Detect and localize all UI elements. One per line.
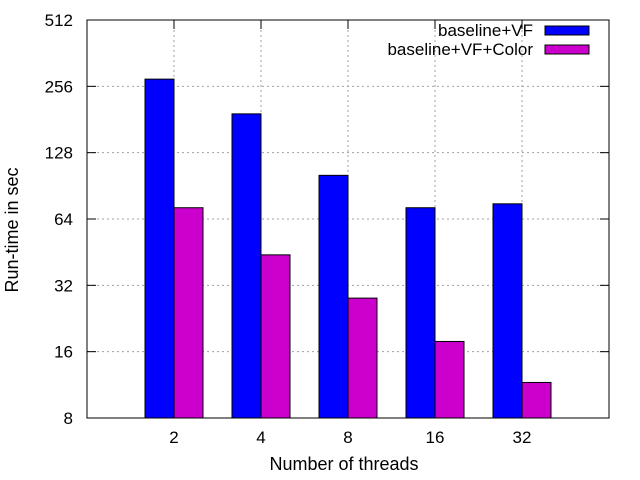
bar-baseline-vf-color: [173, 207, 204, 419]
x-tick-label: 2: [169, 428, 178, 447]
bar-baseline-vf: [405, 207, 436, 419]
bar-baseline-vf-color: [260, 254, 291, 419]
y-tick-label: 16: [54, 343, 73, 362]
y-tick-label: 128: [45, 144, 73, 163]
y-tick-label: 32: [54, 276, 73, 295]
x-axis-title: Number of threads: [269, 454, 418, 474]
legend-swatch: [544, 44, 590, 55]
x-tick-label: 8: [343, 428, 352, 447]
bars: [144, 78, 552, 419]
y-tick-label: 64: [54, 210, 73, 229]
legend-swatch: [544, 25, 590, 36]
y-tick-label: 256: [45, 77, 73, 96]
legend-label: baseline+VF+Color: [387, 40, 533, 59]
axis-ticks: [87, 19, 609, 419]
bar-baseline-vf: [318, 174, 349, 419]
x-tick-label: 16: [426, 428, 445, 447]
legend-label: baseline+VF: [438, 21, 533, 40]
bar-baseline-vf: [144, 78, 175, 419]
bar-baseline-vf: [492, 203, 523, 419]
y-tick-label: 512: [45, 11, 73, 30]
bar-baseline-vf: [231, 113, 262, 419]
bar-baseline-vf-color: [434, 340, 465, 419]
tick-labels: 8 16 32 64 128 256 512 2 4 8 16 32: [45, 11, 532, 447]
y-tick-label: 8: [64, 409, 73, 428]
bar-baseline-vf-color: [521, 381, 552, 419]
x-tick-label: 4: [256, 428, 265, 447]
x-tick-label: 32: [513, 428, 532, 447]
y-axis-title: Run-time in sec: [2, 167, 22, 292]
bar-baseline-vf-color: [347, 297, 378, 419]
